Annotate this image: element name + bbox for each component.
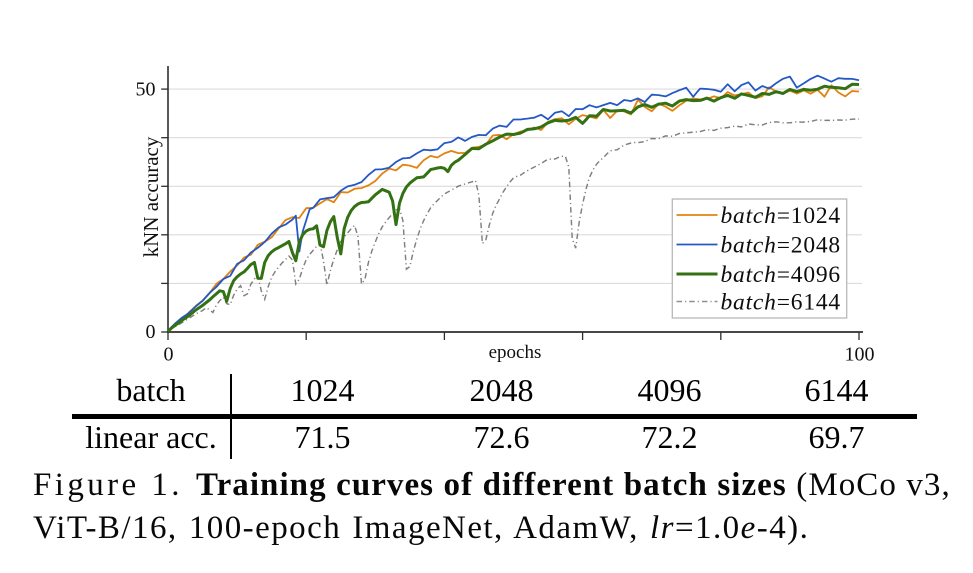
svg-text:batch=2048: batch=2048 bbox=[721, 232, 841, 258]
svg-text:kNN accuracy: kNN accuracy bbox=[139, 136, 163, 257]
svg-text:batch=4096: batch=4096 bbox=[721, 262, 841, 288]
svg-text:100: 100 bbox=[845, 344, 875, 366]
svg-text:batch=1024: batch=1024 bbox=[721, 203, 841, 229]
svg-text:epochs: epochs bbox=[489, 342, 542, 363]
svg-text:0: 0 bbox=[164, 344, 174, 366]
svg-text:batch=6144: batch=6144 bbox=[721, 289, 841, 315]
svg-text:0: 0 bbox=[146, 321, 156, 343]
svg-text:50: 50 bbox=[136, 79, 156, 101]
